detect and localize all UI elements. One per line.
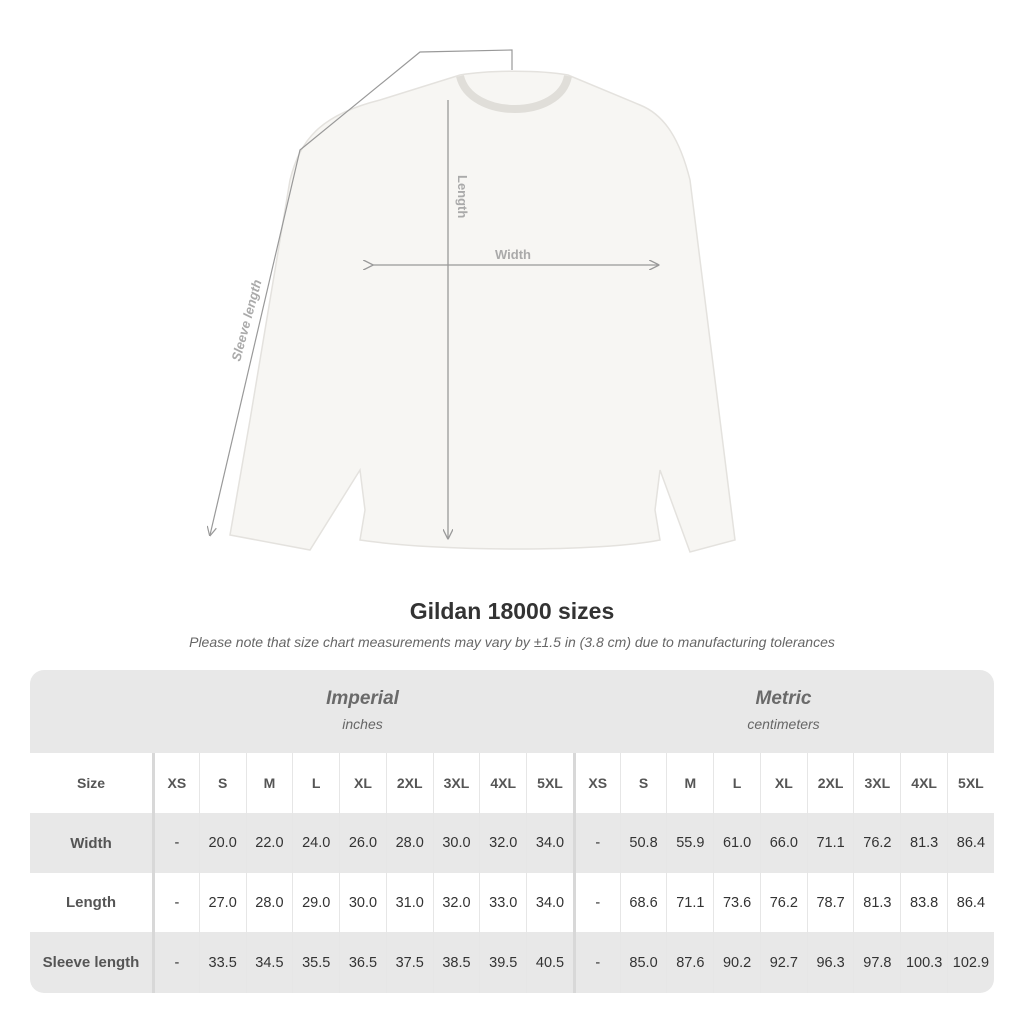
metric-value: 87.6 (666, 932, 713, 993)
imperial-value: 35.5 (292, 932, 339, 993)
page-title: Gildan 18000 sizes (409, 598, 615, 624)
row-label: Width (70, 834, 112, 852)
metric-value: 100.3 (900, 932, 947, 993)
table-row-sleeve-length: Sleeve length -33.5 34.5 35.5 36.5 37.5 38.5 39… (30, 932, 994, 993)
imperial-value: 30.0 (339, 873, 386, 932)
size-metric-xl: XL (759, 753, 807, 813)
imperial-value: 33.5 (198, 932, 246, 993)
metric-value: 81.3 (853, 873, 900, 932)
metric-value: 92.7 (759, 932, 807, 993)
imperial-value: 27.0 (198, 873, 246, 932)
metric-value: - (572, 873, 620, 932)
imperial-value: 34.0 (526, 813, 573, 873)
metric-value: 76.2 (853, 813, 900, 873)
imperial-value: 28.0 (245, 873, 293, 932)
size-imperial-2xl: 2XL (385, 753, 433, 813)
metric-value: - (572, 813, 620, 873)
imperial-value: 30.0 (432, 813, 480, 873)
imperial-value: - (152, 873, 199, 932)
imperial-value: 31.0 (385, 873, 433, 932)
size-imperial-3xl: 3XL (432, 753, 480, 813)
size-imperial-l: L (292, 753, 339, 813)
metric-value: 55.9 (666, 813, 713, 873)
size-imperial-4xl: 4XL (479, 753, 526, 813)
imperial-value: 24.0 (292, 813, 339, 873)
imperial-unit: inches (342, 716, 383, 732)
imperial-title: Imperial (326, 688, 399, 709)
size-metric-l: L (713, 753, 760, 813)
metric-unit: centimeters (747, 716, 820, 732)
metric-value: 73.6 (713, 873, 760, 932)
imperial-value: - (152, 813, 199, 873)
metric-value: 66.0 (759, 813, 807, 873)
row-label: Length (66, 894, 116, 911)
size-table: Imperial inches Metric centimeters Size X… (30, 670, 994, 993)
metric-title: Metric (755, 688, 812, 709)
size-metric-3xl: 3XL (853, 753, 900, 813)
metric-value: 96.3 (806, 932, 854, 993)
metric-value: 61.0 (713, 813, 760, 873)
metric-header: Metric centimeters (573, 670, 994, 753)
size-label: Size (76, 775, 105, 791)
size-imperial-xs: XS (152, 753, 199, 813)
metric-value: 102.9 (947, 932, 994, 993)
imperial-value: - (152, 932, 199, 993)
metric-value: 81.3 (900, 813, 947, 873)
metric-value: 86.4 (947, 813, 994, 873)
metric-value: 50.8 (619, 813, 667, 873)
width-label: Width (495, 247, 531, 262)
table-row-width: Width -20.0 22.0 24.0 26.0 28.0 30.0 32.0 34.0-5… (30, 813, 994, 873)
metric-value: 90.2 (713, 932, 760, 993)
metric-value: 97.8 (853, 932, 900, 993)
imperial-value: 39.5 (479, 932, 526, 993)
size-metric-4xl: 4XL (900, 753, 947, 813)
imperial-value: 38.5 (432, 932, 480, 993)
imperial-value: 32.0 (432, 873, 480, 932)
imperial-value: 20.0 (198, 813, 246, 873)
metric-value: 68.6 (619, 873, 667, 932)
size-metric-2xl: 2XL (806, 753, 854, 813)
imperial-value: 26.0 (339, 813, 386, 873)
sweatshirt-body (229, 70, 736, 553)
imperial-value: 33.0 (479, 873, 526, 932)
imperial-value: 34.0 (526, 873, 573, 932)
metric-value: 76.2 (759, 873, 807, 932)
sweatshirt-diagram: Length Width Sleeve length (0, 49, 736, 553)
table-row-length: Length -27.0 28.0 29.0 30.0 31.0 32.0 33.0 34.0-… (30, 873, 994, 932)
size-metric-xs: XS (572, 753, 620, 813)
tolerance-note: Please note that size chart measurements… (189, 634, 835, 650)
size-imperial-m: M (245, 753, 293, 813)
imperial-value: 22.0 (245, 813, 293, 873)
imperial-value: 37.5 (385, 932, 433, 993)
metric-value: 86.4 (947, 873, 994, 932)
metric-value: 71.1 (806, 813, 854, 873)
size-imperial-s: S (198, 753, 246, 813)
size-metric-5xl: 5XL (947, 753, 994, 813)
imperial-value: 34.5 (245, 932, 293, 993)
imperial-value: 40.5 (526, 932, 573, 993)
size-imperial-5xl: 5XL (526, 753, 573, 813)
sleeve-line (210, 49, 513, 535)
size-header-row: Size XS S M L XL 2XL 3XL 4XL 5XL XS S M L XL 2XL 3XL 4XL 5… (30, 753, 994, 813)
metric-value: - (572, 932, 620, 993)
size-metric-s: S (619, 753, 667, 813)
imperial-value: 29.0 (292, 873, 339, 932)
metric-value: 83.8 (900, 873, 947, 932)
metric-value: 71.1 (666, 873, 713, 932)
collar (456, 74, 572, 113)
imperial-value: 36.5 (339, 932, 386, 993)
size-imperial-xl: XL (339, 753, 386, 813)
metric-value: 78.7 (806, 873, 854, 932)
row-label: Sleeve length (42, 954, 140, 971)
sleeve-label: Sleeve length (228, 278, 264, 363)
imperial-value: 32.0 (479, 813, 526, 873)
imperial-value: 28.0 (385, 813, 433, 873)
imperial-header: Imperial inches (152, 670, 573, 753)
size-metric-m: M (666, 753, 713, 813)
length-label: Length (455, 175, 470, 218)
metric-value: 85.0 (619, 932, 667, 993)
